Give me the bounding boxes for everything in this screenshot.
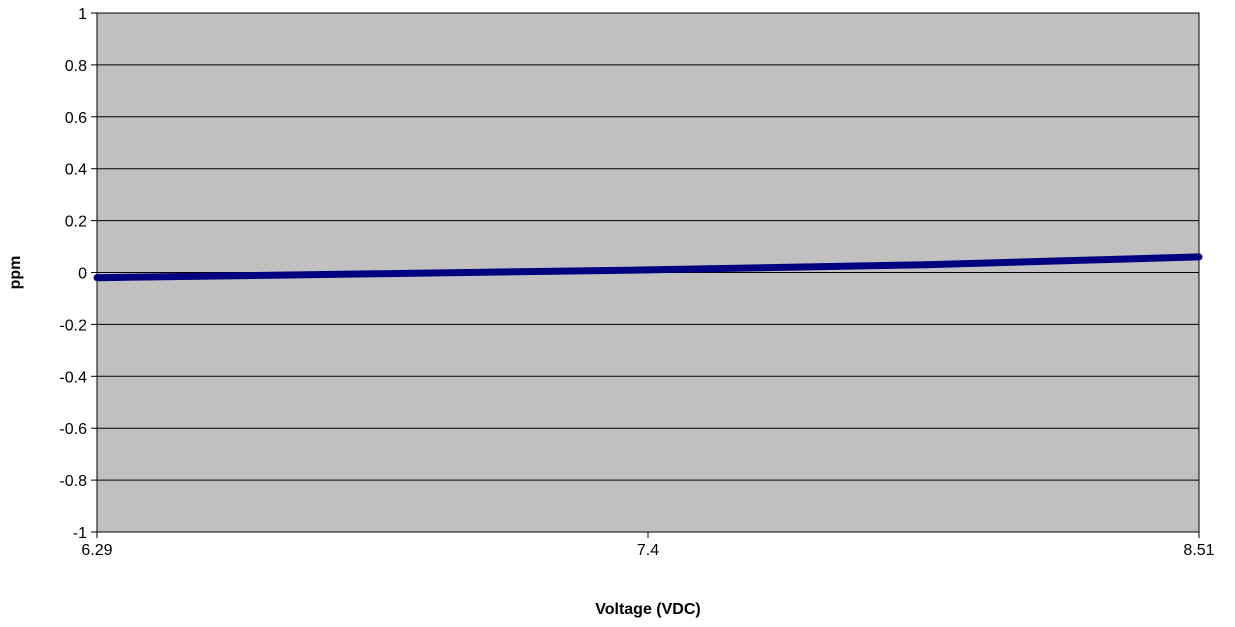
data-point [922,261,930,269]
y-tick-label: 0 [78,266,87,283]
gridlines [97,12,1199,533]
y-tick-label: 0.6 [65,110,87,127]
y-tick-label: -1 [73,525,87,542]
y-tick-label: -0.4 [59,369,87,386]
series-layer [93,253,1203,282]
y-axis-title: ppm [7,256,24,290]
data-point [371,270,379,278]
y-tick-label: 0.4 [65,162,87,179]
y-tick-label: 1 [78,6,87,23]
x-tick-label: 7.4 [637,542,659,559]
y-tick-label: 0.8 [65,58,87,75]
y-tick-label: 0.2 [65,214,87,231]
y-tick-label: -0.8 [59,473,87,490]
data-point [644,266,652,274]
y-tick-label: -0.2 [59,317,87,334]
x-tick-label: 8.51 [1183,542,1214,559]
x-tick-label: 6.29 [81,542,112,559]
y-axis-ticks: 1 0.8 0.6 0.4 0.2 0 -0.2 -0.4 -0.6 -0.8 -1 [59,6,97,542]
y-tick-label: -0.6 [59,421,87,438]
data-point [93,274,101,282]
x-axis-title: Voltage (VDC) [595,601,700,618]
x-axis-ticks: 6.29 7.4 8.51 [81,532,1215,559]
data-point [1195,253,1203,261]
